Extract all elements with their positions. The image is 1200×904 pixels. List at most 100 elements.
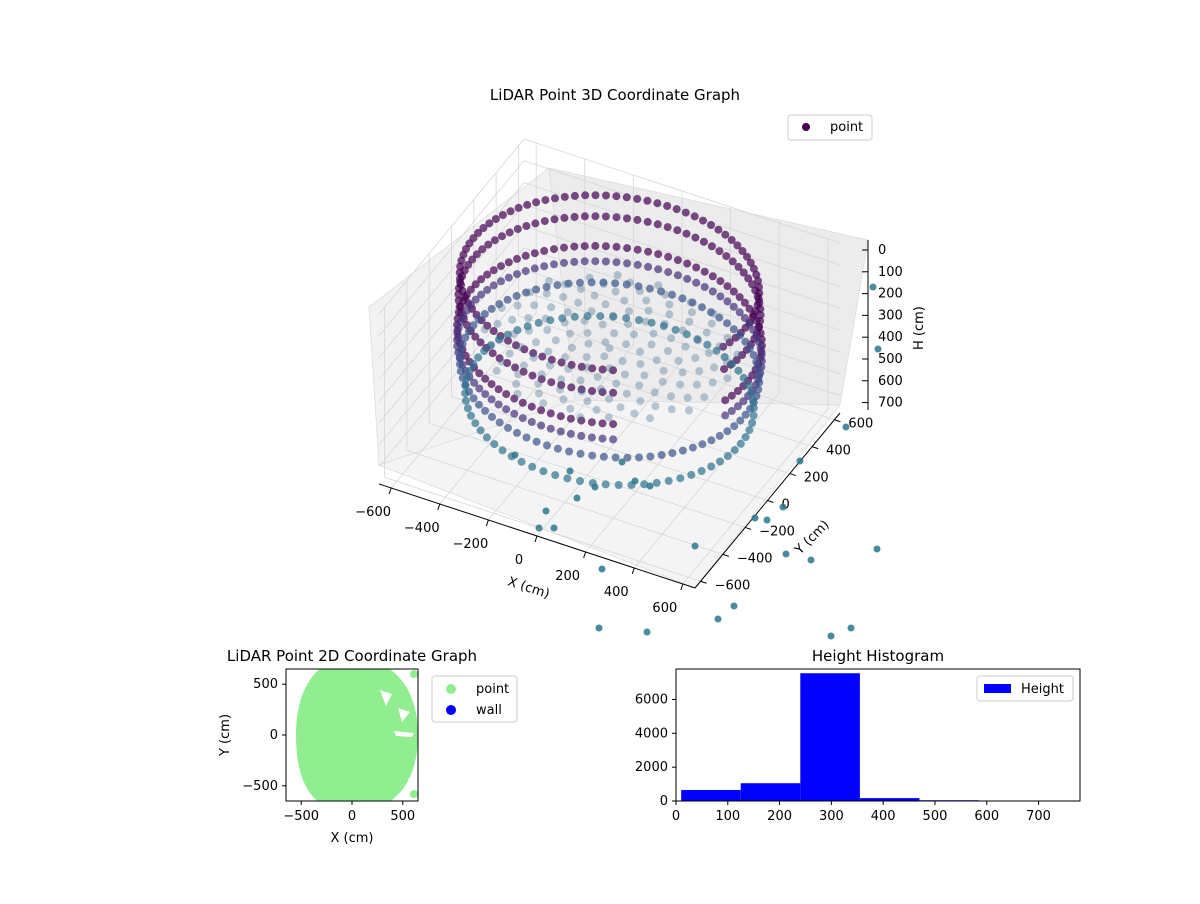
point-3d-182 xyxy=(654,250,662,258)
point-3d-471 xyxy=(619,357,627,365)
point-3d-180 xyxy=(674,256,682,264)
point-3d-256 xyxy=(701,283,709,291)
point-3d-615 xyxy=(551,525,558,532)
point-3d-511 xyxy=(661,320,669,328)
point-3d-197 xyxy=(505,258,513,266)
point-3d-224 xyxy=(528,403,536,411)
z-tick-label-3d-5: 500 xyxy=(878,352,903,367)
point-3d-267 xyxy=(591,257,599,265)
point-3d-476 xyxy=(605,364,613,372)
point-3d-413 xyxy=(672,326,680,334)
point-3d-626 xyxy=(715,616,722,623)
point-3d-392 xyxy=(716,432,724,440)
histogram-bar-2 xyxy=(800,673,860,801)
point-3d-622 xyxy=(874,546,881,553)
point-3d-338 xyxy=(646,285,654,293)
point-3d-176 xyxy=(709,272,717,280)
point-3d-424 xyxy=(535,319,543,327)
point-3d-606 xyxy=(512,452,519,459)
point-3d-612 xyxy=(647,483,654,490)
point-3d-25 xyxy=(643,197,651,205)
point-3d-398 xyxy=(745,426,753,434)
x-tick-3d-6 xyxy=(681,584,683,590)
legend-3d: point xyxy=(788,115,872,140)
point-3d-481 xyxy=(583,363,591,371)
point-3d-323 xyxy=(754,365,762,373)
point-3d-457 xyxy=(653,479,661,487)
y-tick-label-2d-1: 0 xyxy=(270,728,278,743)
point-3d-20 xyxy=(691,212,699,220)
y-tick-3d-0 xyxy=(701,581,707,583)
point-3d-395 xyxy=(736,417,744,425)
point-3d-410 xyxy=(703,341,711,349)
plot-3d: LiDAR Point 3D Coordinate Graph −600−400… xyxy=(355,86,927,640)
point-3d-435 xyxy=(461,382,469,390)
point-3d-495 xyxy=(664,347,672,355)
point-3d-120 xyxy=(491,236,499,244)
point-3d-311 xyxy=(609,435,617,443)
point-3d-387 xyxy=(668,449,676,457)
histogram-x-tick-label-1: 100 xyxy=(715,809,740,824)
point-3d-174 xyxy=(723,282,731,290)
point-3d-305 xyxy=(547,425,555,433)
point-3d-538 xyxy=(524,314,532,322)
point-3d-24 xyxy=(653,199,661,207)
point-3d-199 xyxy=(490,266,498,274)
point-3d-230 xyxy=(588,418,596,426)
point-3d-499 xyxy=(544,348,552,356)
point-3d-61 xyxy=(490,327,498,335)
point-3d-196 xyxy=(513,255,521,263)
point-3d-112 xyxy=(560,214,568,222)
point-3d-98 xyxy=(700,238,708,246)
point-3d-528 xyxy=(538,370,546,378)
point-3d-302 xyxy=(519,414,527,422)
point-3d-21 xyxy=(682,209,690,217)
point-3d-105 xyxy=(633,216,641,224)
point-3d-444 xyxy=(499,446,507,454)
point-3d-475 xyxy=(584,329,592,337)
point-3d-630 xyxy=(843,424,850,431)
point-3d-575 xyxy=(498,358,506,366)
point-3d-590 xyxy=(586,274,594,282)
point-3d-27 xyxy=(623,193,631,201)
point-3d-276 xyxy=(505,274,513,282)
point-3d-459 xyxy=(676,474,684,482)
histogram-y-tick-label-3: 6000 xyxy=(635,692,668,707)
point-3d-194 xyxy=(531,249,539,257)
point-3d-436 xyxy=(461,389,469,397)
point-3d-154 xyxy=(720,365,728,373)
point-3d-566 xyxy=(688,308,696,316)
point-3d-228 xyxy=(567,415,575,423)
point-3d-451 xyxy=(576,477,584,485)
point-3d-184 xyxy=(634,246,642,254)
x-axis-label-2d: X (cm) xyxy=(331,831,374,846)
x-tick-label-3d-3: 0 xyxy=(515,553,523,568)
point-3d-36 xyxy=(532,198,540,206)
x-tick-3d-3 xyxy=(535,536,537,542)
point-3d-562 xyxy=(514,370,522,378)
point-3d-536 xyxy=(556,386,564,394)
outlier-2d-1 xyxy=(410,670,418,678)
point-3d-581 xyxy=(668,405,676,413)
y-tick-3d-6 xyxy=(834,420,840,422)
point-3d-454 xyxy=(615,481,623,489)
point-3d-298 xyxy=(488,395,496,403)
point-3d-472 xyxy=(610,329,618,337)
point-3d-585 xyxy=(526,288,534,296)
point-3d-503 xyxy=(667,334,675,342)
legend-2d-wall-label: wall xyxy=(476,703,502,718)
point-3d-614 xyxy=(536,525,543,532)
point-3d-462 xyxy=(707,463,715,471)
point-3d-362 xyxy=(456,360,464,368)
point-3d-309 xyxy=(588,434,596,442)
point-3d-115 xyxy=(531,219,539,227)
point-3d-596 xyxy=(493,367,501,375)
x-tick-label-3d-2: −200 xyxy=(453,537,489,552)
point-3d-172 xyxy=(736,293,744,301)
point-3d-38 xyxy=(515,204,523,212)
point-3d-183 xyxy=(644,248,652,256)
point-3d-473 xyxy=(583,353,591,361)
point-3d-390 xyxy=(698,440,706,448)
point-3d-191 xyxy=(560,244,568,252)
point-3d-603 xyxy=(614,271,622,279)
